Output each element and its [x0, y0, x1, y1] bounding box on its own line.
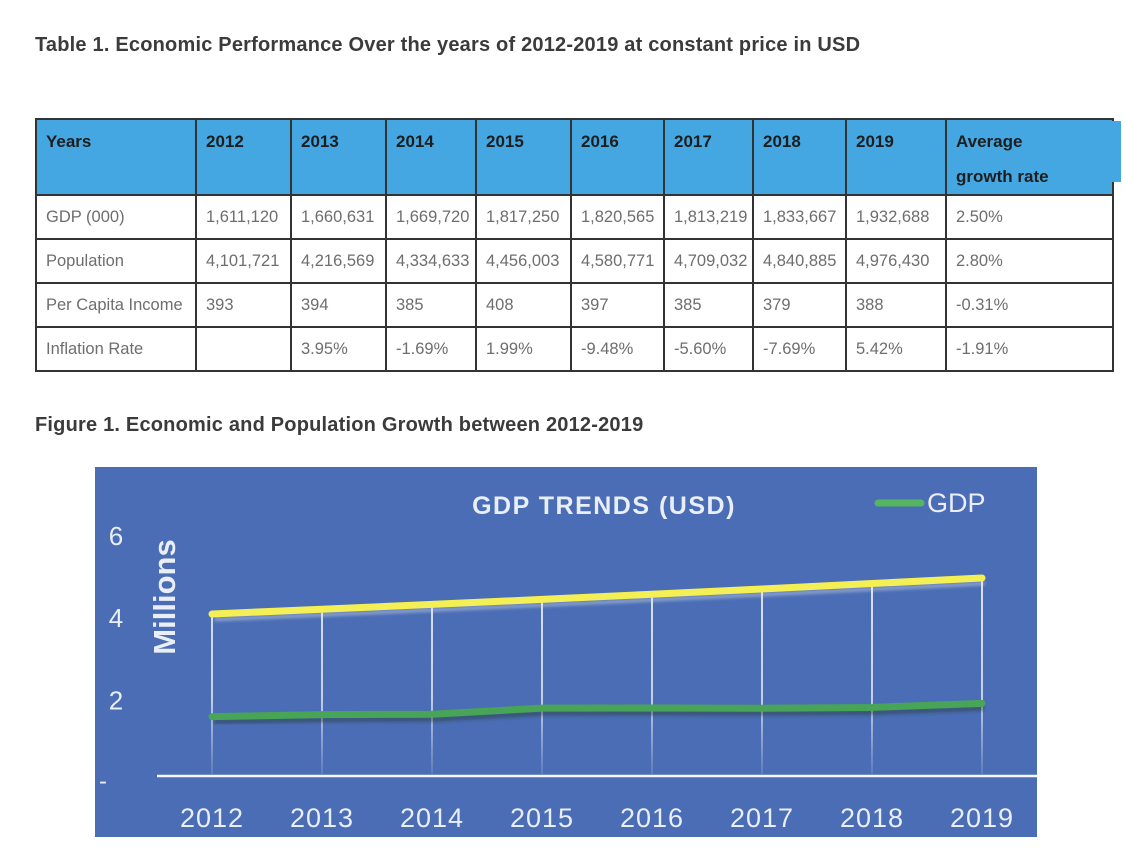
column-header-2015: 2015	[475, 118, 572, 196]
column-header-2018: 2018	[752, 118, 847, 196]
column-header-2019: 2019	[845, 118, 947, 196]
y-tick-label: 4	[109, 603, 123, 633]
table-caption: Table 1. Economic Performance Over the y…	[35, 34, 861, 56]
row-label: Per Capita Income	[35, 282, 197, 328]
column-header-years: Years	[35, 118, 197, 196]
data-cell: 385	[663, 282, 754, 328]
data-cell: 408	[475, 282, 572, 328]
x-tick-label: 2019	[950, 803, 1014, 833]
x-tick-label: 2016	[620, 803, 684, 833]
data-cell: 1,817,250	[475, 194, 572, 240]
column-header-2016: 2016	[570, 118, 665, 196]
x-tick-label: 2018	[840, 803, 904, 833]
data-cell: -7.69%	[752, 326, 847, 372]
gdp-line-shadow	[213, 705, 985, 725]
data-cell: 4,709,032	[663, 238, 754, 284]
column-header-2014: 2014	[385, 118, 477, 196]
data-cell: 379	[752, 282, 847, 328]
data-cell: 5.42%	[845, 326, 947, 372]
data-cell: -1.69%	[385, 326, 477, 372]
table-header-row: Years 2012 2013 2014 2015 2016 2017 2018 2019 Ave…	[35, 118, 1114, 196]
data-cell: 4,456,003	[475, 238, 572, 284]
data-cell: 3.95%	[290, 326, 387, 372]
data-cell: 4,101,721	[195, 238, 292, 284]
row-label: Population	[35, 238, 197, 284]
column-header-2013: 2013	[290, 118, 387, 196]
column-header-average-growth-rate: Average growth rate	[945, 118, 1114, 196]
gdp-trends-chart-canvas: GDP TRENDS (USD) GDP 6 4 2 - Millions 2012 2013 2…	[95, 467, 1037, 837]
data-cell: 4,216,569	[290, 238, 387, 284]
data-cell: 394	[290, 282, 387, 328]
x-tick-label: 2014	[400, 803, 464, 833]
data-cell: -5.60%	[663, 326, 754, 372]
x-tick-label: 2013	[290, 803, 354, 833]
chart-title: GDP TRENDS (USD)	[472, 492, 736, 520]
data-cell: 385	[385, 282, 477, 328]
data-cell: 1.99%	[475, 326, 572, 372]
population-line-shadow	[214, 581, 985, 622]
data-cell: 1,660,631	[290, 194, 387, 240]
header-band-extension	[1111, 121, 1121, 182]
data-cell: 2.50%	[945, 194, 1114, 240]
row-label: GDP (000)	[35, 194, 197, 240]
data-cell: 1,932,688	[845, 194, 947, 240]
data-cell: 2.80%	[945, 238, 1114, 284]
data-cell: 4,976,430	[845, 238, 947, 284]
table-row: Inflation Rate 3.95% -1.69% 1.99% -9.48% -5.6…	[35, 326, 1114, 372]
y-zero-tick-label: -	[99, 768, 107, 795]
x-tick-label: 2012	[180, 803, 244, 833]
economic-table-container: Years 2012 2013 2014 2015 2016 2017 2018 2019 Ave…	[35, 118, 1121, 372]
figure-caption: Figure 1. Economic and Population Growth…	[35, 414, 644, 436]
table-row: Population 4,101,721 4,216,569 4,334,633 4,4…	[35, 238, 1114, 284]
row-label: Inflation Rate	[35, 326, 197, 372]
column-header-2017: 2017	[663, 118, 754, 196]
data-cell	[195, 326, 292, 372]
chart-background	[95, 467, 1037, 837]
data-cell: 393	[195, 282, 292, 328]
y-tick-label: 6	[109, 521, 123, 551]
table-row: Per Capita Income 393 394 385 408 397 385 379 38…	[35, 282, 1114, 328]
x-tick-label: 2017	[730, 803, 794, 833]
data-cell: -1.91%	[945, 326, 1114, 372]
data-cell: 1,669,720	[385, 194, 477, 240]
economic-performance-table: Years 2012 2013 2014 2015 2016 2017 2018 2019 Ave…	[35, 118, 1114, 372]
data-cell: -9.48%	[570, 326, 665, 372]
y-axis-label: Millions	[147, 539, 182, 654]
data-cell: 1,820,565	[570, 194, 665, 240]
data-cell: 4,840,885	[752, 238, 847, 284]
data-cell: -0.31%	[945, 282, 1114, 328]
data-cell: 1,813,219	[663, 194, 754, 240]
legend-gdp-label: GDP	[927, 488, 986, 518]
data-cell: 397	[570, 282, 665, 328]
column-header-2012: 2012	[195, 118, 292, 196]
data-cell: 1,833,667	[752, 194, 847, 240]
data-cell: 1,611,120	[195, 194, 292, 240]
gdp-line	[208, 699, 986, 721]
data-cell: 4,580,771	[570, 238, 665, 284]
gdp-trends-chart: GDP TRENDS (USD) GDP 6 4 2 - Millions 2012 2013 2…	[95, 467, 1037, 837]
x-tick-label: 2015	[510, 803, 574, 833]
table-row: GDP (000) 1,611,120 1,660,631 1,669,720 1,81…	[35, 194, 1114, 240]
population-line	[208, 574, 986, 618]
data-cell: 4,334,633	[385, 238, 477, 284]
y-tick-label: 2	[109, 686, 123, 716]
data-cell: 388	[845, 282, 947, 328]
